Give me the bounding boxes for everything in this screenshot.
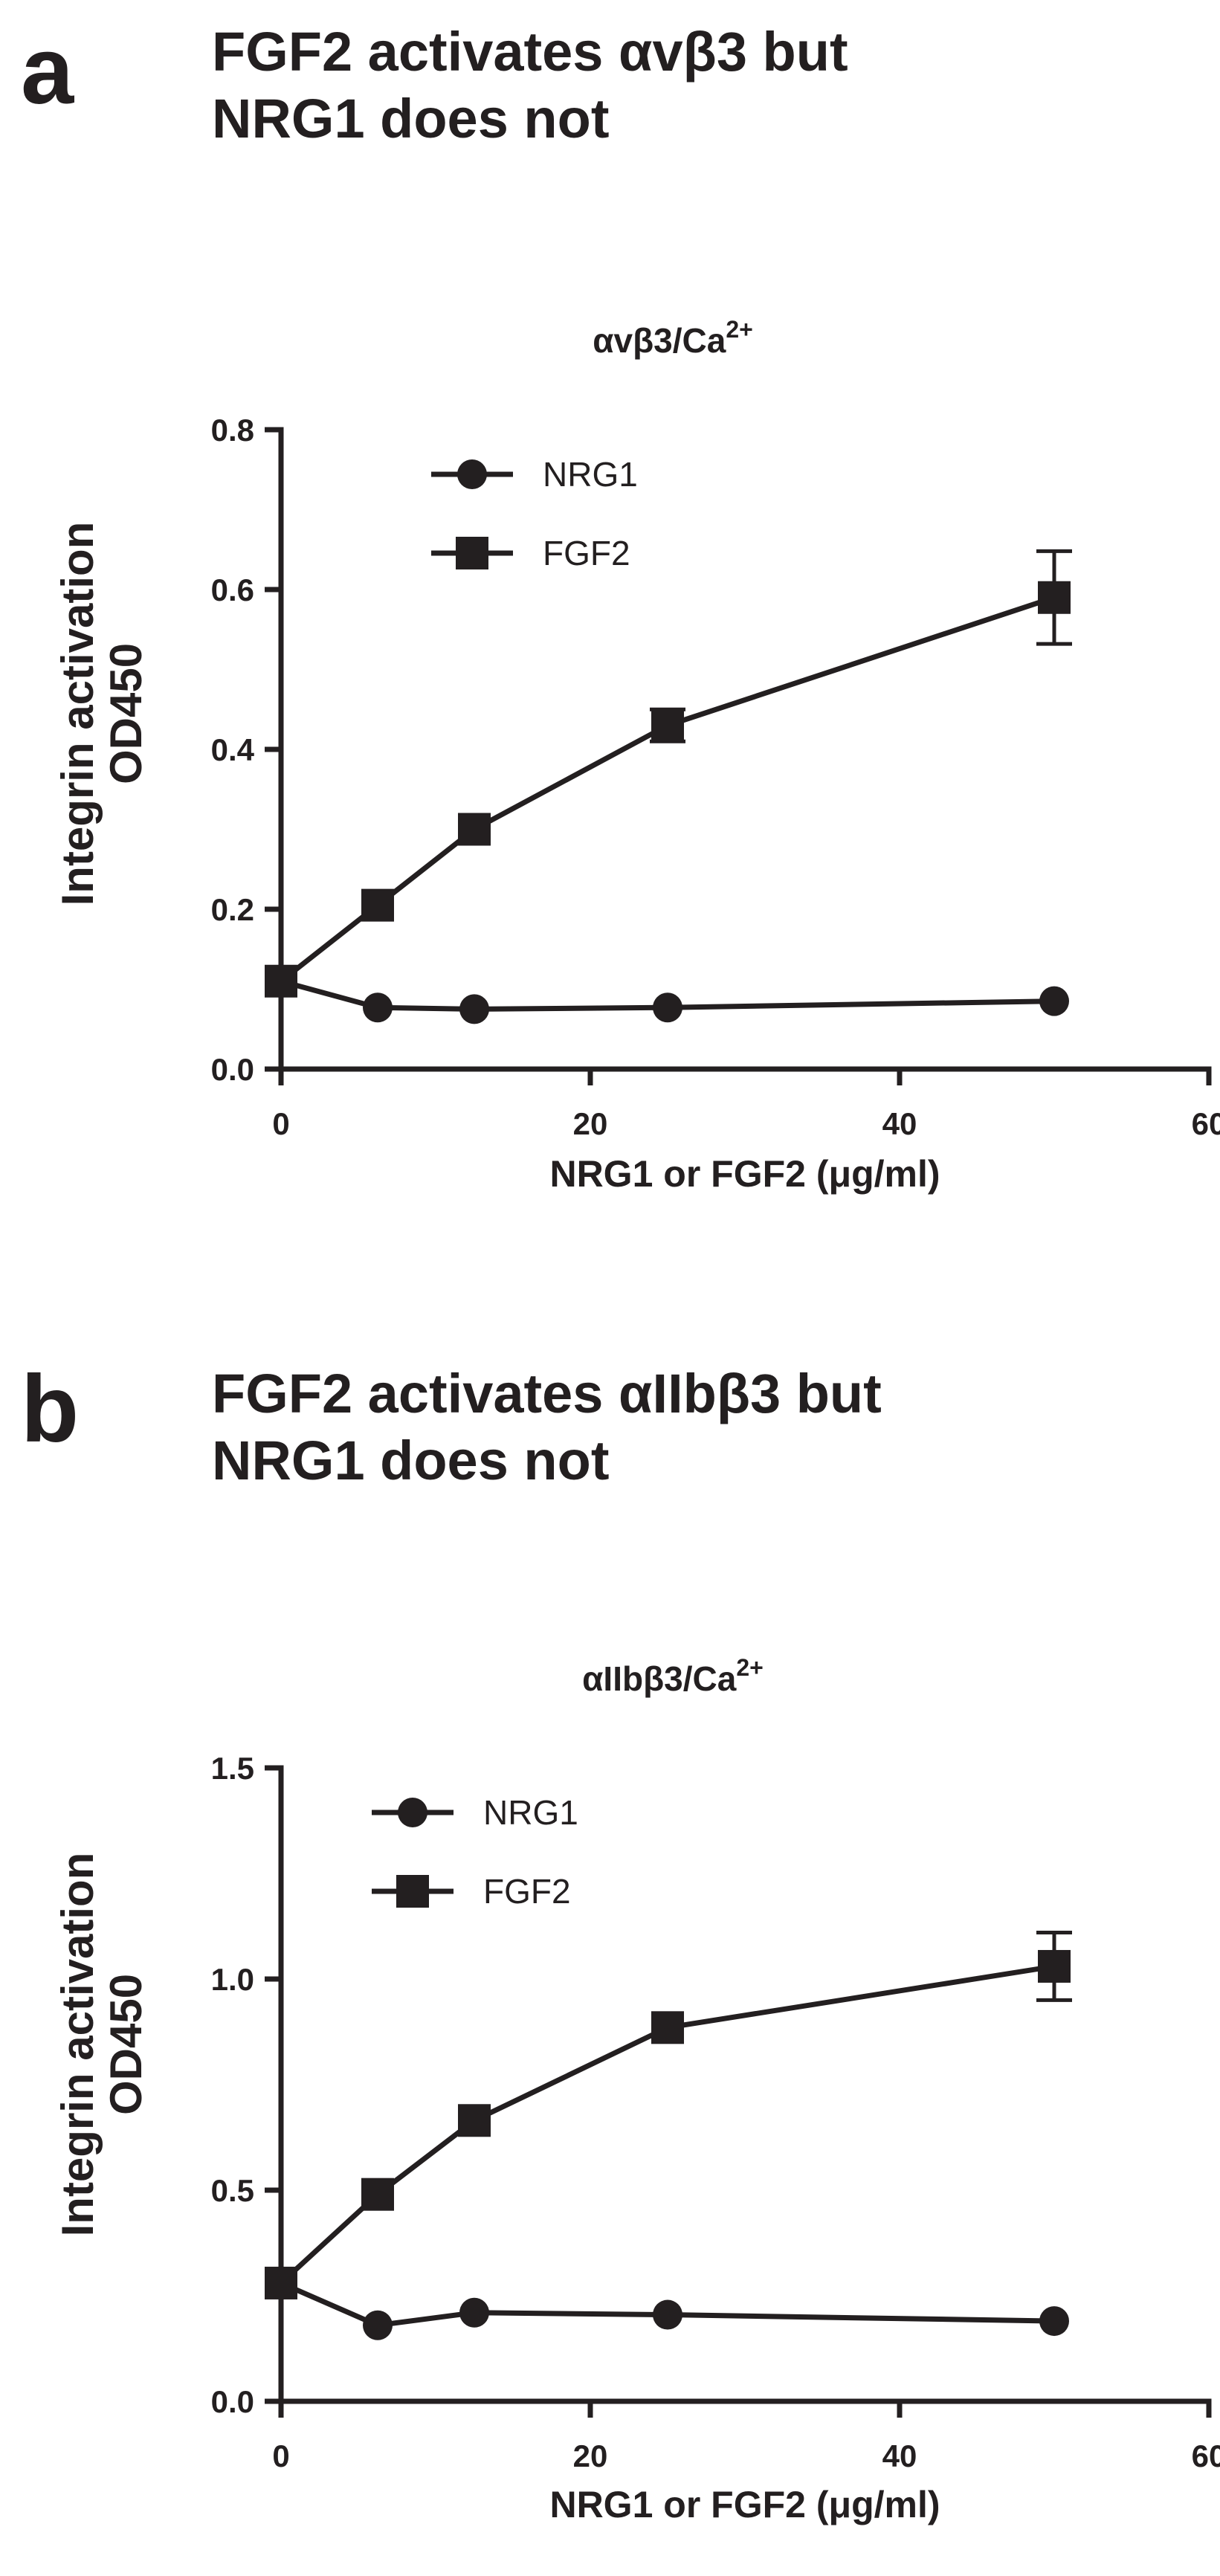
chart-a-fgf2-point	[265, 964, 297, 998]
panel-a-title: FGF2 activates αvβ3 but NRG1 does not	[212, 19, 848, 152]
panel-b-letter: b	[21, 1356, 80, 1462]
chart-b-legend-fgf2-label: FGF2	[483, 1872, 571, 1911]
chart-b-y-tick-label: 0.5	[211, 2173, 254, 2208]
chart-a-fgf2-point	[458, 813, 491, 846]
chart-b-y-tick-label: 0.0	[211, 2384, 254, 2419]
chart-a-xlabel: NRG1 or FGF2 (μg/ml)	[549, 1153, 940, 1195]
chart-b-xlabel: NRG1 or FGF2 (μg/ml)	[549, 2484, 940, 2525]
chart-a-fgf2-point	[1038, 581, 1071, 614]
chart-b-nrg1-point	[1039, 2306, 1069, 2337]
chart-b-fgf2-point	[361, 2178, 394, 2211]
chart-b-ylabel: Integrin activation OD450	[53, 1853, 151, 2237]
chart-a-fgf2-point	[361, 888, 394, 922]
chart-a-nrg1-point	[653, 992, 682, 1023]
chart-a-x-tick-label: 20	[573, 1106, 608, 1141]
chart-b-fgf2-point	[458, 2104, 491, 2137]
chart-a-ylabel: Integrin activation OD450	[53, 522, 151, 906]
chart-b-legend: NRG1 FGF2	[372, 1793, 578, 1911]
chart-a-axes	[278, 427, 1212, 1072]
chart-b-nrg1-point	[653, 2299, 682, 2330]
chart-a-fgf2-line	[279, 595, 1056, 984]
chart-b-x-tick-label: 40	[882, 2438, 917, 2473]
chart-a: αvβ3/Ca2+ Integrin activation OD450 0.00…	[53, 316, 1220, 1195]
panel-b-title: FGF2 activates αIIbβ3 but NRG1 does not	[212, 1360, 882, 1494]
chart-b: αIIbβ3/Ca2+ Integrin activation OD450 0.…	[53, 1654, 1220, 2525]
panel-b-title-line2: NRG1 does not	[212, 1430, 610, 1491]
chart-a-y-tick-label: 0.0	[211, 1052, 254, 1087]
chart-a-y-tick-label: 0.8	[211, 413, 254, 448]
chart-a-y-ticks: 0.0 0.2 0.4 0.6 0.8	[211, 413, 281, 1087]
chart-a-nrg1-point	[459, 994, 489, 1024]
chart-b-y-ticks: 0.0 0.5 1.0 1.5	[211, 1751, 281, 2419]
chart-b-x-tick-label: 60	[1192, 2438, 1220, 2473]
chart-a-title: αvβ3/Ca2+	[593, 316, 753, 360]
chart-a-x-tick-label: 60	[1192, 1106, 1220, 1141]
chart-a-y-tick-label: 0.2	[211, 892, 254, 927]
chart-b-ylabel-line1: Integrin activation	[53, 1853, 103, 2237]
chart-a-legend-nrg1-label: NRG1	[543, 455, 638, 494]
chart-a-legend: NRG1 FGF2	[431, 455, 638, 572]
chart-b-x-tick-label: 20	[573, 2438, 608, 2473]
panel-a-title-line2: NRG1 does not	[212, 88, 610, 149]
chart-b-axes	[278, 1765, 1212, 2404]
chart-a-y-tick-label: 0.6	[211, 572, 254, 607]
chart-b-x-ticks: 0 20 40 60	[272, 2401, 1220, 2473]
panel-a-letter: a	[21, 18, 74, 124]
chart-a-y-tick-label: 0.4	[211, 732, 255, 767]
chart-a-legend-fgf2-marker	[456, 537, 488, 569]
chart-a-x-tick-label: 0	[272, 1106, 289, 1141]
chart-b-y-tick-label: 1.0	[211, 1962, 254, 1997]
chart-b-nrg1-point	[363, 2310, 393, 2340]
chart-a-series	[265, 549, 1072, 1024]
chart-b-legend-fgf2-marker	[396, 1875, 429, 1908]
chart-b-legend-nrg1-marker	[398, 1798, 427, 1827]
chart-a-legend-fgf2-label: FGF2	[543, 534, 630, 572]
chart-a-fgf2-point	[651, 708, 684, 742]
panel-a-title-line1: FGF2 activates αvβ3 but	[212, 21, 848, 83]
chart-b-fgf2-point	[265, 2266, 297, 2299]
chart-b-fgf2-point	[651, 2011, 684, 2044]
chart-a-x-tick-label: 40	[882, 1106, 917, 1141]
chart-b-y-tick-label: 1.5	[211, 1751, 254, 1786]
chart-b-legend-nrg1-label: NRG1	[483, 1793, 578, 1832]
chart-a-ylabel-line1: Integrin activation	[53, 522, 103, 906]
chart-a-ylabel-line2: OD450	[101, 643, 151, 784]
chart-b-nrg1-point	[459, 2297, 489, 2328]
chart-b-fgf2-point	[1038, 1949, 1071, 1983]
chart-b-title: αIIbβ3/Ca2+	[582, 1654, 764, 1698]
chart-b-ylabel-line2: OD450	[101, 1974, 151, 2115]
chart-b-series	[265, 1931, 1072, 2340]
chart-a-x-ticks: 0 20 40 60	[272, 1069, 1220, 1141]
panel-b-title-line1: FGF2 activates αIIbβ3 but	[212, 1363, 882, 1424]
chart-a-nrg1-point	[363, 992, 393, 1023]
chart-a-nrg1-point	[1039, 986, 1069, 1016]
chart-a-legend-nrg1-marker	[457, 459, 487, 489]
chart-b-x-tick-label: 0	[272, 2438, 289, 2473]
